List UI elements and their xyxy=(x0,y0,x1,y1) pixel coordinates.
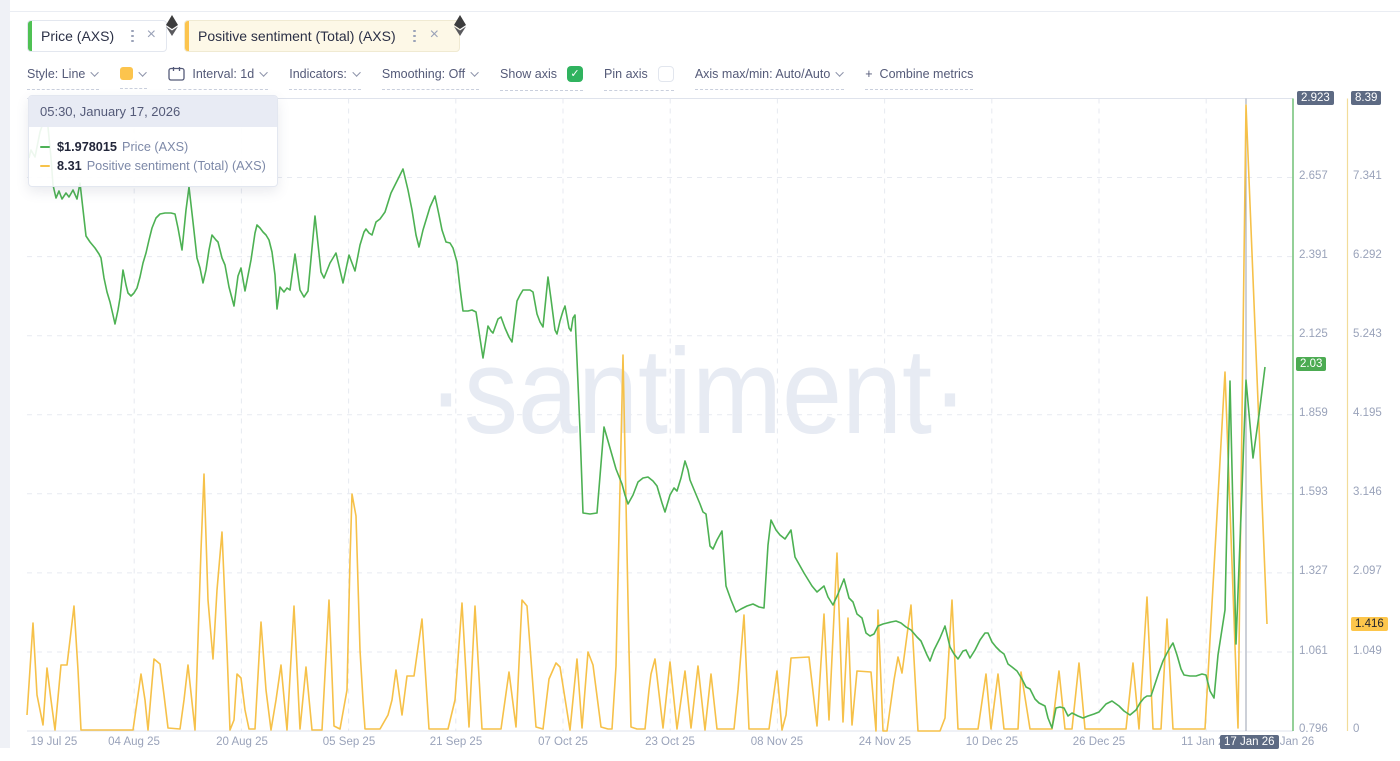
svg-text:·santiment·: ·santiment· xyxy=(428,323,968,459)
